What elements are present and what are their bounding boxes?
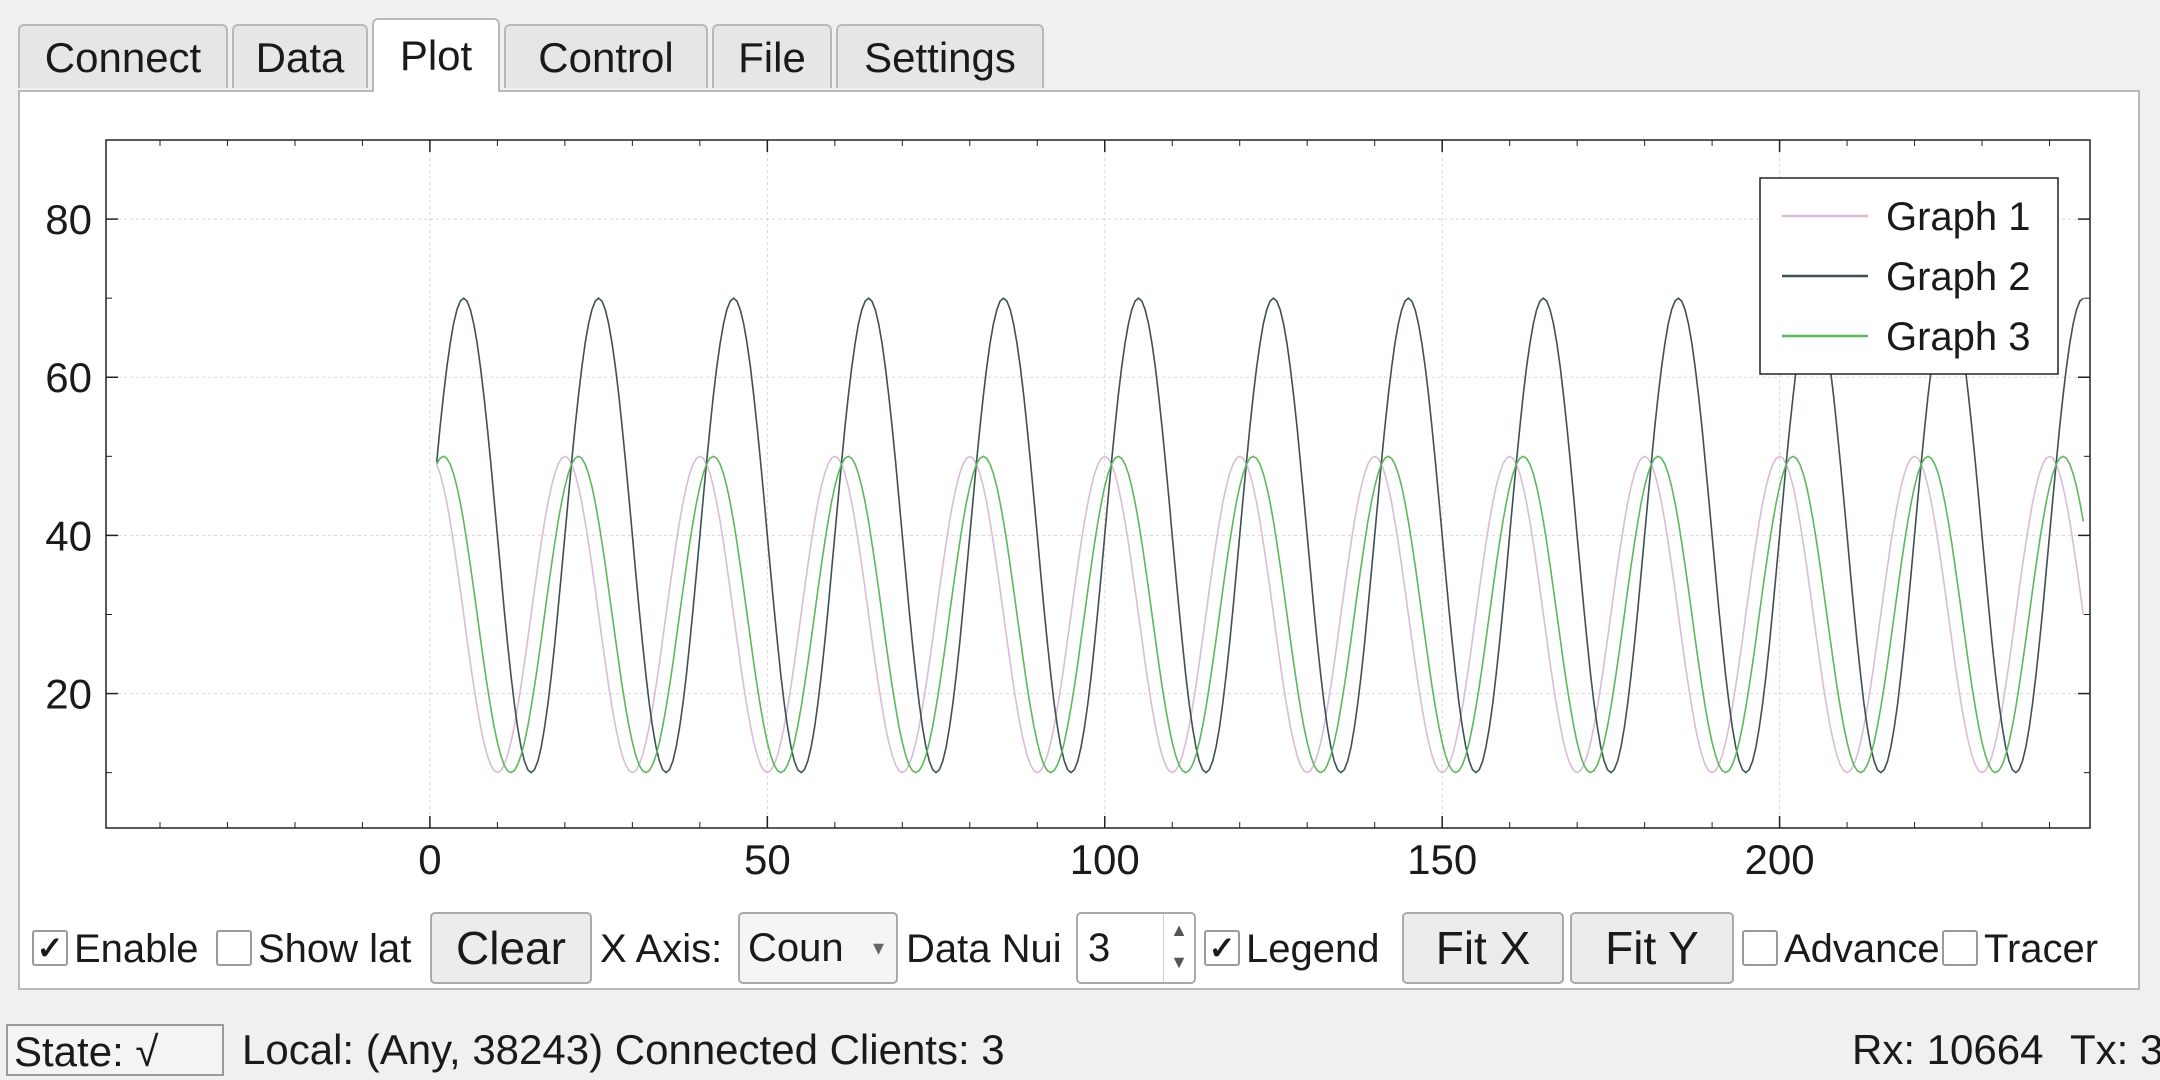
tracer-checkbox[interactable] — [1942, 930, 1978, 966]
plot-controls: ✓ Enable Show lat Clear X Axis: Coun ▾ D… — [20, 92, 2138, 988]
enable-label: Enable — [74, 927, 199, 971]
status-bar: State: √ Local: (Any, 38243) Connected C… — [0, 1010, 2160, 1080]
data-num-value: 3 — [1088, 926, 1111, 970]
tracer-label: Tracer — [1984, 927, 2099, 971]
show-latest-checkbox[interactable] — [216, 930, 252, 966]
enable-checkbox[interactable]: ✓ — [32, 930, 68, 966]
y-tick-label: 80 — [45, 196, 92, 243]
x-axis-label: X Axis: — [600, 927, 723, 971]
series-line-graph-3 — [436, 455, 2085, 774]
legend-label-graph-1: Graph 1 — [1886, 195, 2031, 239]
advanced-checkbox[interactable] — [1742, 930, 1778, 966]
legend-label-graph-3: Graph 3 — [1886, 315, 2031, 359]
y-tick-label: 20 — [45, 671, 92, 718]
tab-connect[interactable]: Connect — [18, 24, 228, 88]
chevron-down-icon: ▾ — [872, 935, 884, 960]
clear-button[interactable]: Clear — [430, 912, 592, 984]
y-tick-label: 40 — [45, 512, 92, 559]
x-tick-label: 200 — [1745, 836, 1815, 883]
x-axis-combobox[interactable]: Coun ▾ — [738, 912, 898, 984]
data-num-label: Data Nui — [906, 927, 1062, 971]
series-line-graph-1 — [435, 455, 2085, 774]
legend-label: Legend — [1246, 927, 1380, 971]
x-tick-label: 0 — [418, 836, 441, 883]
local-connection-status: Local: (Any, 38243) Connected Clients: 3 — [242, 1026, 1005, 1073]
tab-control[interactable]: Control — [504, 24, 708, 88]
show-latest-label: Show lat — [258, 927, 412, 971]
tab-data[interactable]: Data — [232, 24, 368, 88]
advanced-label: Advance — [1784, 927, 1940, 971]
tab-plot[interactable]: Plot — [372, 18, 500, 92]
fit-y-button[interactable]: Fit Y — [1570, 912, 1734, 984]
legend-checkbox[interactable]: ✓ — [1204, 930, 1240, 966]
fit-x-button[interactable]: Fit X — [1402, 912, 1564, 984]
spin-arrows-icon[interactable]: ▲ ▼ — [1163, 914, 1194, 982]
data-num-spinbox[interactable]: 3 ▲ ▼ — [1076, 912, 1196, 984]
x-tick-label: 50 — [744, 836, 791, 883]
state-indicator[interactable]: State: √ — [6, 1024, 224, 1076]
rx-counter: Rx: 10664 — [1852, 1026, 2044, 1073]
plot-area[interactable]: 0 50 100 150 200 20 40 60 80 Graph 1 Graph 2 Graph … — [20, 92, 2138, 902]
x-tick-label: 100 — [1070, 836, 1140, 883]
x-tick-label: 150 — [1407, 836, 1477, 883]
tx-counter: Tx: 3 — [2070, 1026, 2160, 1073]
plot-panel: 0 50 100 150 200 20 40 60 80 Graph 1 Graph 2 Graph … — [18, 90, 2140, 990]
y-tick-label: 60 — [45, 354, 92, 401]
tab-settings[interactable]: Settings — [836, 24, 1044, 88]
legend-label-graph-2: Graph 2 — [1886, 255, 2031, 299]
tab-file[interactable]: File — [712, 24, 832, 88]
x-axis-value: Coun — [748, 926, 844, 970]
